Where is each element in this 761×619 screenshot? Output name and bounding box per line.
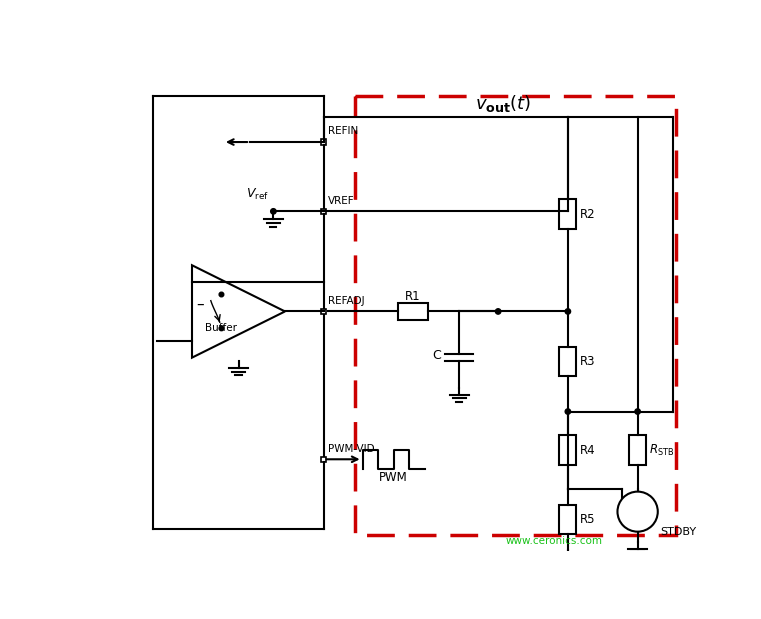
Bar bbox=[559, 199, 576, 228]
Text: Buffer: Buffer bbox=[205, 322, 237, 332]
Text: www.ceronics.com: www.ceronics.com bbox=[506, 536, 603, 546]
Text: R5: R5 bbox=[579, 513, 595, 526]
Circle shape bbox=[219, 326, 224, 331]
Circle shape bbox=[617, 491, 658, 532]
Text: $v_{\mathbf{out}}(t)$: $v_{\mathbf{out}}(t)$ bbox=[475, 93, 531, 114]
Text: R4: R4 bbox=[579, 444, 595, 457]
Bar bbox=[321, 457, 326, 462]
Bar bbox=[559, 504, 576, 534]
Text: $V_{\mathsf{ref}}$: $V_{\mathsf{ref}}$ bbox=[247, 186, 269, 202]
Text: REFIN: REFIN bbox=[329, 126, 358, 136]
Text: –: – bbox=[196, 297, 203, 311]
Bar bbox=[398, 303, 428, 320]
Text: R2: R2 bbox=[579, 207, 595, 220]
Text: $R_{\mathsf{STB}}$: $R_{\mathsf{STB}}$ bbox=[649, 443, 675, 457]
Circle shape bbox=[565, 409, 571, 414]
Circle shape bbox=[219, 292, 224, 297]
Circle shape bbox=[271, 209, 276, 214]
Bar bbox=[355, 96, 677, 535]
Text: R3: R3 bbox=[579, 355, 595, 368]
Bar bbox=[321, 309, 326, 314]
Bar bbox=[559, 435, 576, 465]
Circle shape bbox=[635, 409, 640, 414]
Circle shape bbox=[565, 309, 571, 314]
Bar bbox=[321, 209, 326, 214]
Text: R1: R1 bbox=[405, 290, 421, 303]
Text: VREF: VREF bbox=[329, 196, 355, 206]
Text: REFADJ: REFADJ bbox=[329, 296, 365, 306]
Bar bbox=[559, 347, 576, 376]
Text: C: C bbox=[432, 349, 441, 362]
Circle shape bbox=[495, 309, 501, 314]
Text: PWM-VID: PWM-VID bbox=[329, 444, 375, 454]
Text: PWM: PWM bbox=[379, 471, 408, 484]
Bar bbox=[629, 435, 646, 465]
Text: STDBY: STDBY bbox=[660, 527, 696, 537]
Bar bbox=[321, 139, 326, 145]
